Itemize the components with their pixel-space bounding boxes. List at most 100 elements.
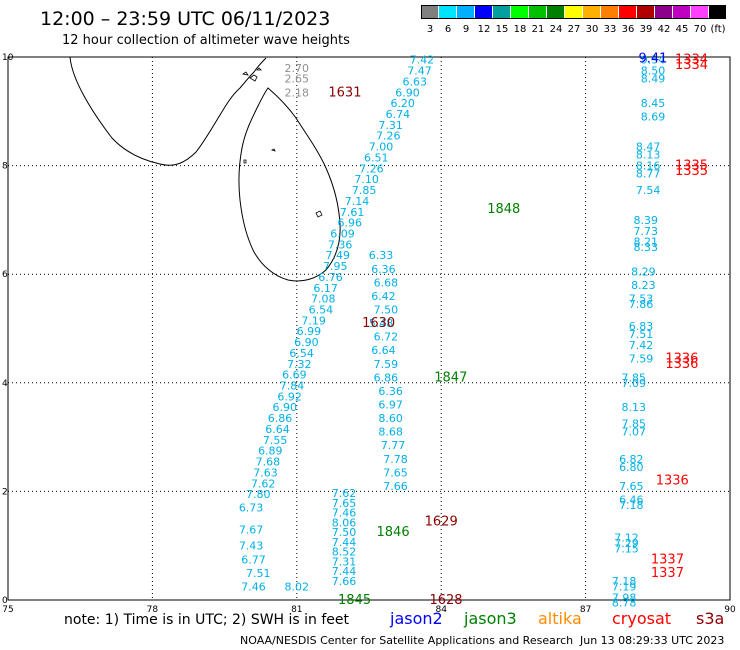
legend-cryosat: cryosat [612, 609, 672, 628]
x-tick-label: 78 [147, 605, 159, 615]
color-scale-label: 27 [567, 24, 581, 35]
wave-height-label: 7.59 [629, 352, 654, 365]
wave-height-label: 8.02 [285, 580, 310, 593]
color-scale-label: 39 [639, 24, 653, 35]
color-scale-label: 15 [495, 24, 509, 35]
pass-time-label: 1629 [425, 514, 458, 529]
y-tick-label: 2 [2, 487, 8, 497]
wave-height-label: 6.76 [318, 271, 343, 284]
wave-height-label: 7.46 [241, 580, 266, 593]
wave-height-label: 7.98 [612, 591, 637, 604]
india-coastline [69, 56, 267, 166]
color-scale-label: 45 [675, 24, 689, 35]
wave-height-label: 6.64 [265, 423, 290, 436]
wave-height-label: 6.63 [402, 75, 427, 88]
wave-height-label: 6.42 [371, 290, 396, 303]
wave-height-label: 6.96 [337, 217, 362, 230]
wave-height-label: 7.15 [614, 542, 639, 555]
wave-height-label: 2.18 [285, 86, 310, 99]
wave-height-point: 7.66 [332, 575, 357, 588]
wave-height-label: 7.31 [378, 119, 403, 132]
pass-time-label: 1335 [675, 164, 708, 179]
color-swatch [421, 5, 438, 19]
wave-height-label: 7.12 [614, 532, 639, 545]
color-swatch [583, 5, 600, 19]
wave-height-label: 8.78 [612, 597, 637, 610]
wave-height-label: 7.51 [629, 328, 654, 341]
wave-height-point: 7.31 [332, 555, 357, 568]
color-scale-label: 6 [444, 24, 452, 35]
wave-height-label: 7.65 [383, 466, 408, 479]
wave-height-label: 8.45 [641, 97, 666, 110]
y-tick-label: 10 [2, 53, 14, 63]
wave-height-label: 6.90 [294, 336, 319, 349]
color-scale-label: 70 [693, 24, 707, 35]
gulf-islands [241, 67, 262, 82]
wave-height-label: 6.72 [374, 331, 399, 344]
wave-height-label: 6.09 [330, 227, 355, 240]
pass-time-label: 1335 [675, 159, 708, 174]
color-swatch [493, 5, 510, 19]
color-swatch [475, 5, 492, 19]
wave-height-label: 6.17 [313, 282, 338, 295]
wave-height-label: 8.16 [636, 160, 661, 173]
pass-time-label: 1847 [434, 370, 467, 385]
wave-height-point: 8.52 [332, 546, 357, 559]
wave-height-label: 6.97 [378, 399, 403, 412]
pass-time-label: 1336 [665, 351, 698, 366]
wave-height-labels: 7.427.476.636.906.206.747.317.267.006.51… [239, 52, 708, 610]
color-scale-label: 9 [462, 24, 470, 35]
wave-height-point: 7.44 [332, 565, 357, 578]
wave-height-point: 8.06 [332, 516, 357, 529]
x-tick-label: 75 [2, 605, 13, 615]
wave-height-label: 7.26 [359, 162, 384, 175]
wave-height-point: 7.62 [332, 487, 357, 500]
wave-height-label: 6.89 [258, 445, 283, 458]
wave-height-label: 6.83 [629, 320, 654, 333]
wave-height-label: 6.82 [619, 453, 644, 466]
wave-height-label: 2.65 [285, 73, 310, 86]
wave-height-label: 8.47 [636, 141, 661, 154]
wave-height-label: 7.73 [634, 225, 659, 238]
wave-height-label: 8.33 [634, 241, 659, 254]
wave-height-point: 7.50 [332, 526, 357, 539]
wave-height-label: 7.26 [376, 130, 401, 143]
wave-height-label: 2.70 [285, 62, 310, 75]
wave-height-label: 7.49 [325, 249, 350, 262]
x-tick-label: 84 [435, 605, 447, 615]
color-scale-label: 24 [549, 24, 563, 35]
color-swatch [619, 5, 636, 19]
wave-height-label: 7.42 [410, 54, 435, 67]
color-swatch [691, 5, 708, 19]
wave-height-label: 6.33 [369, 249, 394, 262]
color-scale-label: 18 [513, 24, 527, 35]
pass-time-label: 1334 [675, 58, 708, 73]
pass-time-label: 1334 [675, 53, 708, 68]
wave-height-label: 7.08 [311, 293, 336, 306]
pass-time-label: 1628 [429, 593, 462, 608]
wave-height-label: 6.90 [395, 86, 420, 99]
wave-height-label: 7.95 [323, 260, 348, 273]
wave-height-label: 7.62 [251, 477, 276, 490]
wave-height-label: 7.18 [619, 499, 644, 512]
legend-jason2: jason2 [390, 609, 443, 628]
wave-height-label: 7.47 [407, 65, 432, 78]
color-swatch [673, 5, 690, 19]
wave-height-label: 7.54 [636, 184, 661, 197]
wave-height-label: 7.53 [629, 293, 654, 306]
wave-height-label: 7.36 [328, 238, 353, 251]
wave-height-label: 8.21 [634, 236, 659, 249]
wave-height-label: 8.13 [621, 401, 646, 414]
wave-height-label: 6.51 [364, 151, 389, 164]
wave-height-label: 7.65 [619, 480, 644, 493]
wave-height-label: 7.68 [256, 456, 281, 469]
wave-height-label: 6.20 [390, 97, 415, 110]
wave-height-label: 7.19 [612, 580, 637, 593]
y-tick-label: 0 [2, 596, 8, 606]
x-tick-label: 81 [291, 605, 302, 615]
wave-height-label: 7.78 [383, 453, 408, 466]
sri-lanka-coastline [69, 56, 341, 282]
wave-height-label: 6.54 [309, 303, 334, 316]
wave-height-label: 7.80 [246, 488, 271, 501]
